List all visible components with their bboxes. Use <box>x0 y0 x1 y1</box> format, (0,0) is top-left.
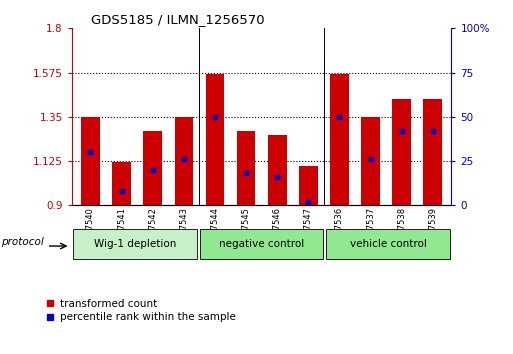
FancyBboxPatch shape <box>200 229 323 259</box>
Bar <box>206 74 224 205</box>
Text: vehicle control: vehicle control <box>350 239 427 249</box>
Bar <box>236 131 255 205</box>
Bar <box>392 99 411 205</box>
Bar <box>361 117 380 205</box>
Text: Wig-1 depletion: Wig-1 depletion <box>94 239 176 249</box>
Bar <box>81 117 100 205</box>
Text: GDS5185 / ILMN_1256570: GDS5185 / ILMN_1256570 <box>91 13 264 26</box>
Bar <box>423 99 442 205</box>
Bar <box>144 131 162 205</box>
FancyBboxPatch shape <box>326 229 450 259</box>
Text: negative control: negative control <box>219 239 304 249</box>
Bar <box>268 135 287 205</box>
Bar <box>299 166 318 205</box>
Text: protocol: protocol <box>2 238 44 247</box>
FancyBboxPatch shape <box>73 229 197 259</box>
Bar <box>174 117 193 205</box>
Bar <box>112 162 131 205</box>
Bar <box>330 74 349 205</box>
Legend: transformed count, percentile rank within the sample: transformed count, percentile rank withi… <box>46 299 235 322</box>
